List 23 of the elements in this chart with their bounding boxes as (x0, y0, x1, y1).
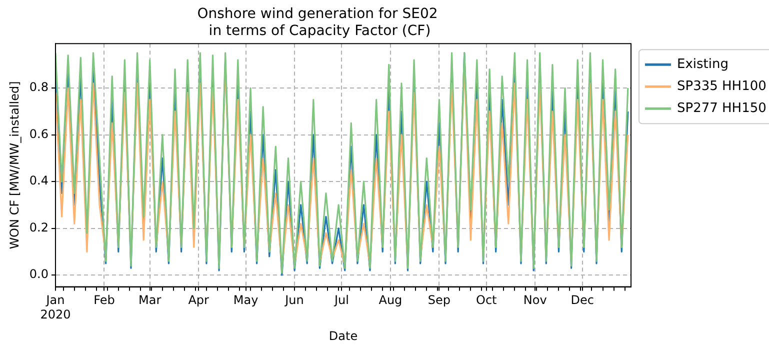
x-tick-label: Feb (94, 293, 115, 308)
y-tick-label: 0.8 (29, 80, 48, 94)
legend-label: Existing (677, 56, 728, 72)
x-tick-label: Sep (428, 293, 451, 308)
x-tick-label: Nov (523, 293, 547, 308)
x-tick-label: Jun (284, 293, 304, 308)
x-tick-label: May (233, 293, 258, 308)
y-tick-label: 0.4 (29, 174, 48, 188)
y-tick-label: 0.2 (29, 220, 48, 234)
x-tick-label: Dec (570, 293, 594, 308)
legend-label: SP277 HH150 (677, 100, 766, 116)
x-tick-label: Jul (333, 293, 349, 308)
y-axis-title: WON CF [MW/MW_installed] (7, 81, 22, 250)
x-tick-label: Aug (378, 293, 402, 308)
chart-title: Onshore wind generation for SE02 in terms of Capacity Factor (CF) (197, 6, 438, 39)
x-tick-label: Apr (188, 293, 210, 308)
y-tick-label: 0.6 (29, 126, 48, 141)
y-tick-label: 0.0 (29, 267, 48, 282)
x-axis-title: Date (328, 328, 358, 343)
legend-label: SP335 HH100 (677, 78, 766, 94)
x-tick-label: Jan 2020 (40, 293, 71, 322)
x-tick-label: Mar (138, 293, 162, 308)
x-tick-label: Oct (476, 293, 498, 308)
